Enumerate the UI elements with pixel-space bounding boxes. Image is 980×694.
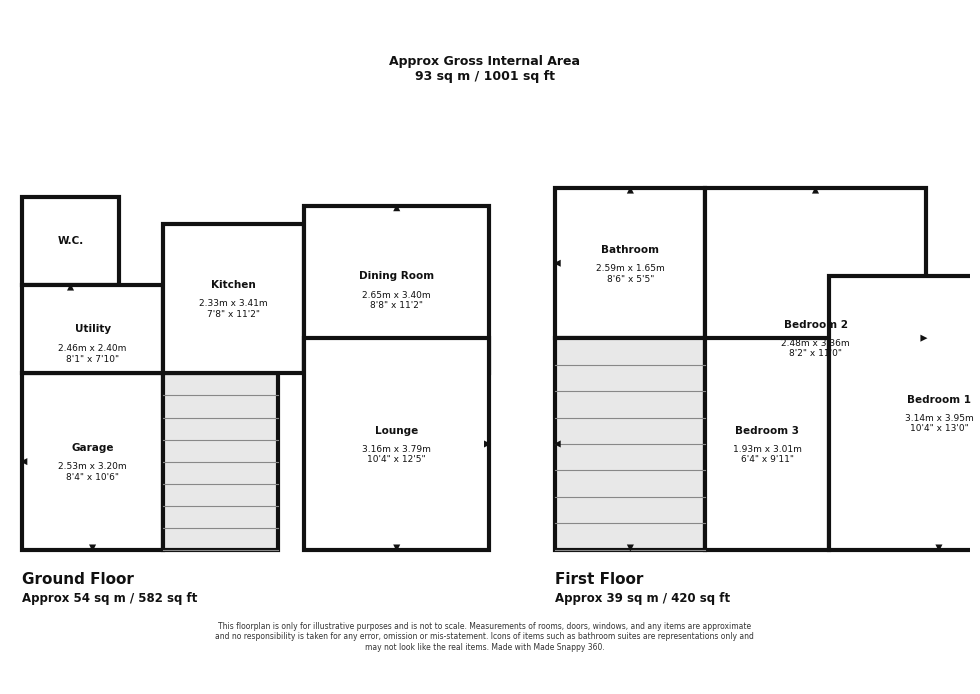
Polygon shape — [163, 223, 304, 373]
Polygon shape — [554, 441, 561, 448]
Polygon shape — [163, 373, 277, 550]
Polygon shape — [935, 545, 943, 552]
Polygon shape — [304, 338, 489, 550]
Text: First Floor: First Floor — [556, 572, 644, 587]
Polygon shape — [22, 285, 163, 373]
Text: 2.65m x 3.40m
8'8" x 11'2": 2.65m x 3.40m 8'8" x 11'2" — [363, 291, 431, 310]
Text: JRC: JRC — [320, 339, 456, 408]
Polygon shape — [484, 441, 491, 448]
Text: Lounge: Lounge — [375, 425, 418, 436]
Text: 3.16m x 3.79m
10'4" x 12'5": 3.16m x 3.79m 10'4" x 12'5" — [363, 445, 431, 464]
Polygon shape — [22, 197, 119, 285]
Text: This floorplan is only for illustrative purposes and is not to scale. Measuremen: This floorplan is only for illustrative … — [216, 622, 755, 652]
Text: 2.59m x 1.65m
8'6" x 5'5": 2.59m x 1.65m 8'6" x 5'5" — [596, 264, 664, 284]
Polygon shape — [706, 338, 829, 550]
Text: Approx Gross Internal Area
93 sq m / 1001 sq ft: Approx Gross Internal Area 93 sq m / 100… — [389, 56, 580, 83]
Polygon shape — [627, 545, 634, 552]
Polygon shape — [706, 188, 926, 488]
Text: Kitchen: Kitchen — [212, 280, 256, 290]
Polygon shape — [22, 373, 163, 550]
Text: Bedroom 3: Bedroom 3 — [735, 425, 799, 436]
Polygon shape — [556, 188, 706, 338]
Text: 2.53m x 3.20m
8'4" x 10'6": 2.53m x 3.20m 8'4" x 10'6" — [58, 462, 126, 482]
Text: W.C.: W.C. — [58, 236, 83, 246]
Text: 2.46m x 2.40m
8'1" x 7'10": 2.46m x 2.40m 8'1" x 7'10" — [59, 344, 126, 364]
Text: 3.14m x 3.95m
10'4" x 13'0": 3.14m x 3.95m 10'4" x 13'0" — [905, 414, 973, 433]
Text: 1.93m x 3.01m
6'4" x 9'11": 1.93m x 3.01m 6'4" x 9'11" — [733, 445, 802, 464]
Polygon shape — [554, 260, 561, 266]
Text: Approx 54 sq m / 582 sq ft: Approx 54 sq m / 582 sq ft — [22, 592, 197, 605]
Polygon shape — [21, 458, 27, 465]
Polygon shape — [89, 545, 96, 552]
Polygon shape — [920, 335, 927, 341]
Polygon shape — [304, 206, 489, 373]
Text: Utility: Utility — [74, 324, 111, 335]
Polygon shape — [556, 338, 706, 550]
Text: Garage: Garage — [72, 443, 114, 453]
Polygon shape — [627, 187, 634, 194]
Text: Bedroom 2: Bedroom 2 — [783, 320, 848, 330]
Polygon shape — [812, 187, 819, 194]
Text: Bedroom 1: Bedroom 1 — [906, 395, 971, 405]
Text: Ground Floor: Ground Floor — [22, 572, 134, 587]
Polygon shape — [67, 284, 74, 291]
Polygon shape — [393, 204, 400, 211]
Text: 2.33m x 3.41m
7'8" x 11'2": 2.33m x 3.41m 7'8" x 11'2" — [199, 299, 268, 319]
Polygon shape — [393, 545, 400, 552]
Text: Approx 39 sq m / 420 sq ft: Approx 39 sq m / 420 sq ft — [556, 592, 730, 605]
Text: Bathroom: Bathroom — [602, 245, 660, 255]
Text: PROPERTIES: PROPERTIES — [330, 409, 446, 427]
Text: Dining Room: Dining Room — [360, 271, 434, 282]
Polygon shape — [829, 276, 980, 550]
Text: 2.48m x 3.36m
8'2" x 11'0": 2.48m x 3.36m 8'2" x 11'0" — [781, 339, 850, 359]
